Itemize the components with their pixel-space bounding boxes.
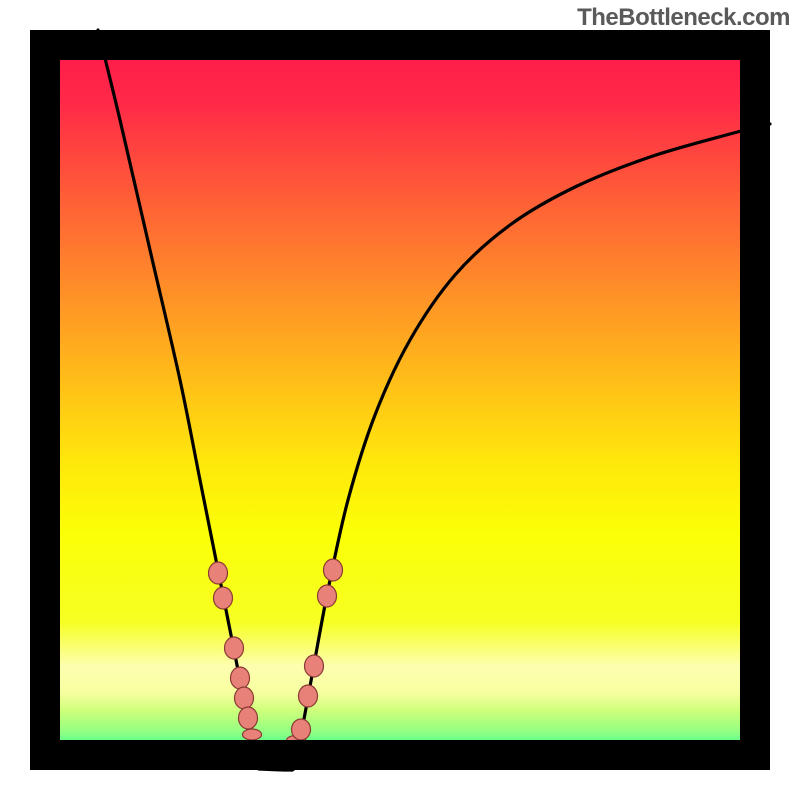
data-point: [324, 559, 343, 581]
data-point: [292, 719, 311, 740]
watermark-text: TheBottleneck.com: [577, 4, 790, 32]
data-point: [231, 667, 250, 689]
data-point: [239, 707, 258, 729]
data-point: [243, 729, 262, 740]
data-point: [299, 685, 318, 707]
data-point: [318, 585, 337, 607]
curve-svg: [30, 30, 770, 770]
curve-segment: [259, 769, 292, 770]
data-point: [214, 587, 233, 609]
data-point: [235, 687, 254, 709]
data-point: [305, 655, 324, 677]
chart-container: TheBottleneck.com: [0, 0, 800, 800]
data-point: [209, 562, 228, 584]
curve-segment: [292, 124, 770, 770]
plot-area: [30, 30, 770, 770]
data-point: [225, 637, 244, 659]
